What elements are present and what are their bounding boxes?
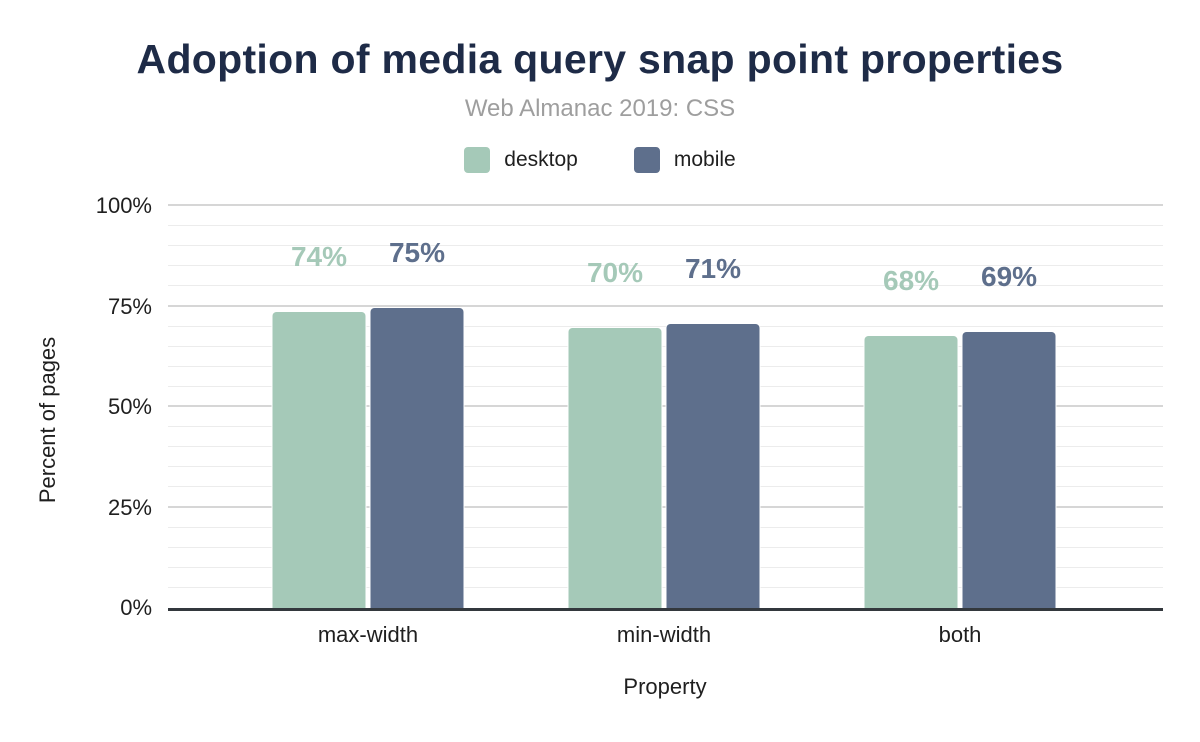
bar-column-max-width-mobile: 75% (369, 206, 465, 608)
value-label-both-mobile: 69% (980, 260, 1038, 292)
x-tick-min-width: min-width (616, 622, 712, 647)
bar-min-width-desktop[interactable] (567, 326, 663, 608)
bar-min-width-mobile[interactable] (665, 322, 761, 608)
value-label-max-width-mobile: 75% (388, 236, 446, 268)
bar-column-both-mobile: 69% (961, 206, 1057, 608)
bar-max-width-desktop[interactable] (271, 310, 367, 608)
y-tick-50%: 50% (107, 394, 152, 419)
chart-title: Adoption of media query snap point prope… (136, 36, 1064, 82)
value-label-min-width-desktop: 70% (586, 256, 644, 288)
bar-both-desktop[interactable] (863, 334, 959, 608)
gridline-80 (168, 285, 1163, 287)
y-tick-100%: 100% (95, 193, 152, 218)
bar-column-max-width-desktop: 74% (271, 206, 367, 608)
bar-both-mobile[interactable] (961, 330, 1057, 608)
legend-label-desktop: desktop (504, 148, 578, 171)
mobile-swatch-icon (633, 147, 660, 173)
bar-column-min-width-mobile: 71% (665, 206, 761, 608)
y-tick-0%: 0% (120, 595, 152, 620)
gridline-85 (168, 265, 1163, 267)
y-axis-title: Percent of pages (35, 336, 60, 504)
bar-group-min-width: 70% 71% (567, 206, 761, 608)
bar-column-both-desktop: 68% (863, 206, 959, 608)
value-label-both-desktop: 68% (882, 264, 940, 296)
value-label-min-width-mobile: 71% (684, 252, 742, 284)
x-tick-both: both (938, 622, 982, 647)
legend-item-desktop: desktop (464, 147, 578, 173)
bar-column-min-width-desktop: 70% (567, 206, 663, 608)
desktop-swatch-icon (464, 147, 491, 173)
y-tick-75%: 75% (107, 293, 152, 319)
legend-label-mobile: mobile (673, 148, 736, 171)
legend-item-mobile: mobile (633, 147, 736, 173)
value-label-max-width-desktop: 74% (290, 240, 348, 272)
gridline-90 (168, 245, 1163, 247)
bar-max-width-mobile[interactable] (369, 306, 465, 608)
bar-group-both: 68% 69% (863, 206, 1057, 608)
gridline-100 (168, 204, 1163, 206)
x-axis-title: Property (623, 674, 707, 699)
y-tick-25%: 25% (107, 494, 152, 520)
bar-group-max-width: 74% 75% (271, 206, 465, 608)
chart-subtitle: Web Almanac 2019: CSS (464, 95, 736, 122)
x-tick-max-width: max-width (317, 622, 419, 647)
gridline-95 (168, 225, 1163, 227)
plot-area: 0% 25% 50% 75% 100% 74% 75% max-width 70% 71% min-… (96, 193, 1163, 647)
gridline-75 (168, 304, 1163, 307)
legend: desktop mobile (0, 147, 1200, 173)
